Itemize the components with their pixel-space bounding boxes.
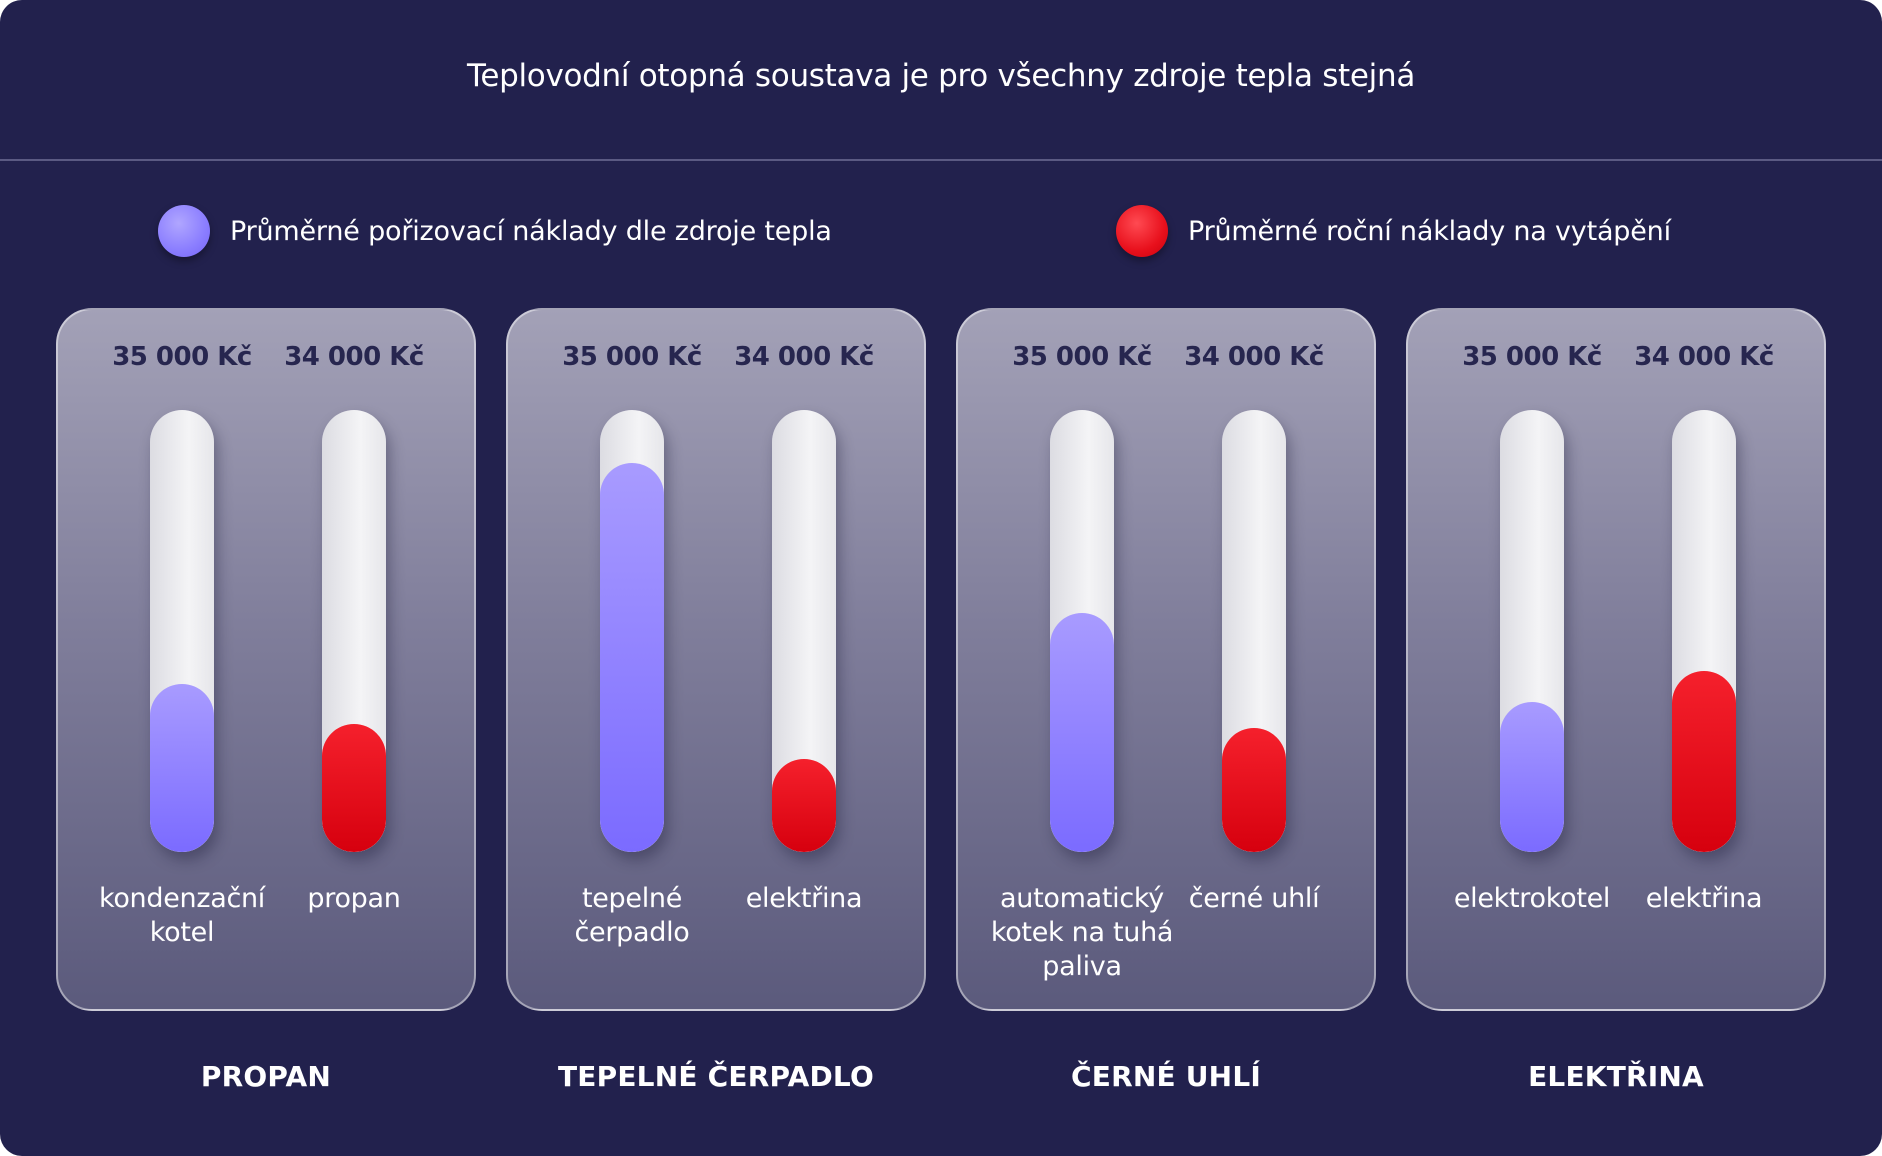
- annual-bar: [772, 759, 836, 852]
- legend-item-purchase: Průměrné pořizovací náklady dle zdroje t…: [158, 204, 832, 258]
- value-label: 34 000 Kč: [284, 342, 424, 372]
- annual-bar: [322, 724, 386, 852]
- bar-track: [1672, 410, 1736, 852]
- purchase-bar: [1500, 702, 1564, 852]
- category-label: ELEKTŘINA: [1528, 1060, 1704, 1093]
- bar-label: propan: [307, 883, 401, 914]
- annual-bar: [1672, 671, 1736, 852]
- purchase-bar: [1050, 613, 1114, 852]
- bar-track: [322, 410, 386, 852]
- purchase-bar: [600, 463, 664, 852]
- bar-label: automatický kotek na tuhá paliva: [990, 883, 1174, 982]
- bar-label: tepelné čerpadlo: [574, 883, 690, 948]
- bar-track: [772, 410, 836, 852]
- bar-label: elektřina: [745, 883, 863, 914]
- category-label: PROPAN: [200, 1060, 332, 1093]
- legend-dot-purchase-icon: [158, 205, 210, 257]
- legend-dot-annual-icon: [1116, 205, 1168, 257]
- bar-track: [1500, 410, 1564, 852]
- bar-label: elektrokotel: [1453, 883, 1611, 914]
- value-label: 35 000 Kč: [562, 342, 702, 372]
- legend-item-annual: Průměrné roční náklady na vytápění: [1116, 204, 1671, 258]
- category-panel: 35 000 Kč tepelné čerpadlo 34 000 Kč elektř…: [506, 308, 926, 1011]
- bar-label: kondenzační kotel: [98, 883, 266, 948]
- bar-track: [150, 410, 214, 852]
- category-label: ČERNÉ UHLÍ: [1071, 1060, 1261, 1093]
- category-label: TEPELNÉ ČERPADLO: [558, 1060, 874, 1093]
- category-panel: 35 000 Kč elektrokotel 34 000 Kč elektřina: [1406, 308, 1826, 1011]
- bar-track: [600, 410, 664, 852]
- chart-title: Teplovodní otopná soustava je pro všechn…: [466, 58, 1416, 94]
- category-panel: 35 000 Kč kondenzační kotel 34 000 Kč propa…: [56, 308, 476, 1011]
- purchase-bar: [150, 684, 214, 852]
- bar-track: [1222, 410, 1286, 852]
- value-label: 35 000 Kč: [112, 342, 252, 372]
- value-label: 34 000 Kč: [1184, 342, 1324, 372]
- annual-bar: [1222, 728, 1286, 852]
- header-divider: [0, 159, 1882, 161]
- bar-label: elektřina: [1645, 883, 1763, 914]
- bar-track: [1050, 410, 1114, 852]
- category-panel: 35 000 Kč automatický kotek na tuhá paliv…: [956, 308, 1376, 1011]
- bar-label: černé uhlí: [1188, 883, 1320, 914]
- value-label: 34 000 Kč: [1634, 342, 1774, 372]
- value-label: 34 000 Kč: [734, 342, 874, 372]
- value-label: 35 000 Kč: [1012, 342, 1152, 372]
- legend-label-annual: Průměrné roční náklady na vytápění: [1188, 215, 1671, 247]
- value-label: 35 000 Kč: [1462, 342, 1602, 372]
- legend-label-purchase: Průměrné pořizovací náklady dle zdroje t…: [230, 215, 832, 247]
